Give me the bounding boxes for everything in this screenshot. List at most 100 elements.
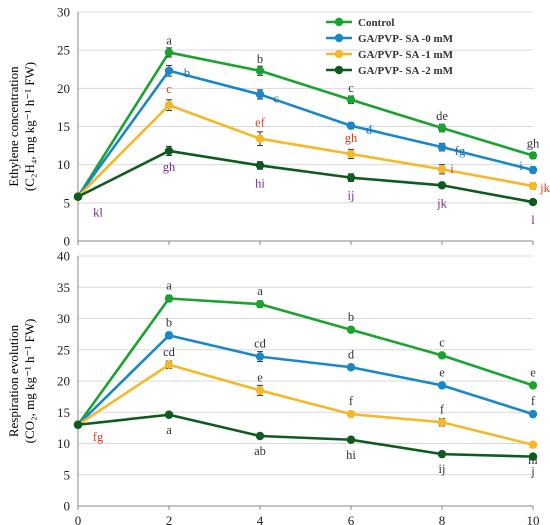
data-point	[346, 121, 356, 130]
significance-letter: a	[257, 284, 263, 298]
x-tick-label: 0	[75, 513, 82, 525]
data-point	[437, 449, 447, 459]
legend-swatch-marker	[334, 33, 344, 43]
y-tick-label: 30	[57, 311, 70, 326]
significance-letter: e	[257, 370, 263, 384]
series-line	[76, 69, 534, 198]
significance-letter: ij	[348, 189, 355, 203]
significance-letter: d	[348, 347, 355, 361]
y-tick-label: 5	[64, 467, 71, 482]
y-tick-label: 0	[64, 234, 71, 249]
data-point	[346, 409, 356, 419]
y-axis-label: Ethylene concentration (C₂H₄, mg kg⁻¹ h⁻¹…	[6, 62, 37, 191]
respiration-chart: 0 5 10 15 20 25 30 35 40 0 2 4 6 8 10 Respiration evolu…	[6, 249, 540, 525]
data-point	[255, 386, 265, 395]
series-line	[77, 334, 534, 426]
legend-entry: GA/PVP- SA -1 mM	[358, 49, 454, 61]
data-point	[528, 452, 538, 461]
series-3: fg a ab hi ij j	[73, 410, 538, 479]
data-point	[164, 66, 174, 75]
data-point	[255, 66, 265, 75]
significance-letter: a	[166, 33, 172, 47]
data-point	[437, 381, 447, 390]
significance-letter: e	[439, 365, 445, 379]
data-point	[255, 134, 265, 143]
significance-letter: c	[439, 335, 445, 349]
significance-letter: cd	[254, 337, 267, 351]
y-tick-label: 35	[57, 280, 70, 295]
data-point	[164, 48, 174, 57]
y-axis-label-line2: (CO₂, mg kg⁻¹ h⁻¹ FW)	[22, 319, 37, 444]
legend-swatch-marker	[334, 49, 344, 59]
data-point	[437, 123, 447, 133]
significance-letter: i	[519, 159, 523, 173]
significance-letter: b	[348, 310, 354, 324]
data-point	[346, 149, 356, 159]
data-point	[255, 352, 265, 361]
x-tick-label: 6	[348, 513, 355, 525]
significance-letter: gh	[345, 131, 358, 145]
data-point	[528, 440, 538, 449]
data-point	[255, 431, 265, 441]
significance-letter: fg	[93, 430, 104, 444]
significance-letter: b	[257, 52, 263, 66]
data-point	[528, 197, 538, 207]
x-tick-label: 4	[257, 513, 264, 525]
significance-letter: fg	[455, 144, 466, 158]
data-point	[437, 165, 447, 174]
data-point	[164, 331, 174, 340]
data-point	[164, 360, 174, 369]
significance-letter: ab	[254, 444, 266, 458]
data-point	[528, 151, 538, 160]
series-3: kl gh hi ij jk l	[73, 145, 538, 227]
data-point	[164, 146, 174, 156]
significance-letter: j	[530, 465, 534, 479]
series-line	[77, 103, 534, 198]
series-line	[76, 51, 534, 198]
data-point	[437, 181, 447, 190]
y-tick-label: 20	[57, 374, 70, 389]
data-point	[164, 294, 174, 303]
significance-letter: l	[531, 213, 535, 227]
legend-entry: GA/PVP- SA -0 mM	[358, 33, 454, 45]
data-point	[164, 100, 174, 110]
data-point	[528, 165, 538, 175]
y-tick-label: 30	[57, 5, 70, 20]
y-axis-label-line2: (C₂H₄, mg kg⁻¹ h⁻¹ FW)	[22, 62, 37, 191]
significance-letter: jk	[539, 181, 550, 195]
data-point	[346, 435, 356, 444]
y-tick-label: 15	[57, 119, 70, 134]
legend-entry: GA/PVP- SA -2 mM	[358, 65, 454, 77]
significance-letter: ij	[439, 462, 446, 476]
data-point	[73, 420, 83, 429]
data-point	[437, 142, 447, 152]
y-tick-label: 10	[57, 157, 70, 172]
y-tick-label: 5	[64, 195, 71, 210]
data-point	[346, 363, 356, 372]
data-point	[164, 410, 174, 419]
y-tick-label: 10	[57, 436, 70, 451]
legend-entry: Control	[358, 17, 394, 29]
series-line	[77, 363, 534, 447]
significance-letter: f	[440, 402, 445, 416]
significance-letter: kl	[93, 206, 103, 220]
series-0: a a b c e	[73, 279, 538, 429]
significance-letter: b	[166, 315, 172, 329]
legend-swatch-marker	[334, 65, 344, 75]
significance-letter: i	[450, 162, 454, 176]
significance-letter: hi	[255, 176, 265, 190]
y-tick-label: 0	[64, 499, 71, 514]
data-point	[528, 381, 538, 390]
legend: Control GA/PVP- SA -0 mM GA/PVP- SA -1 mM G…	[326, 17, 454, 77]
y-tick-label: 25	[57, 43, 70, 58]
data-point	[528, 181, 538, 191]
y-tick-label: 20	[57, 81, 70, 96]
data-point	[346, 325, 356, 334]
data-point	[255, 90, 265, 99]
significance-letter: b	[184, 66, 190, 80]
significance-letter: e	[530, 365, 536, 379]
series-line	[77, 149, 534, 204]
